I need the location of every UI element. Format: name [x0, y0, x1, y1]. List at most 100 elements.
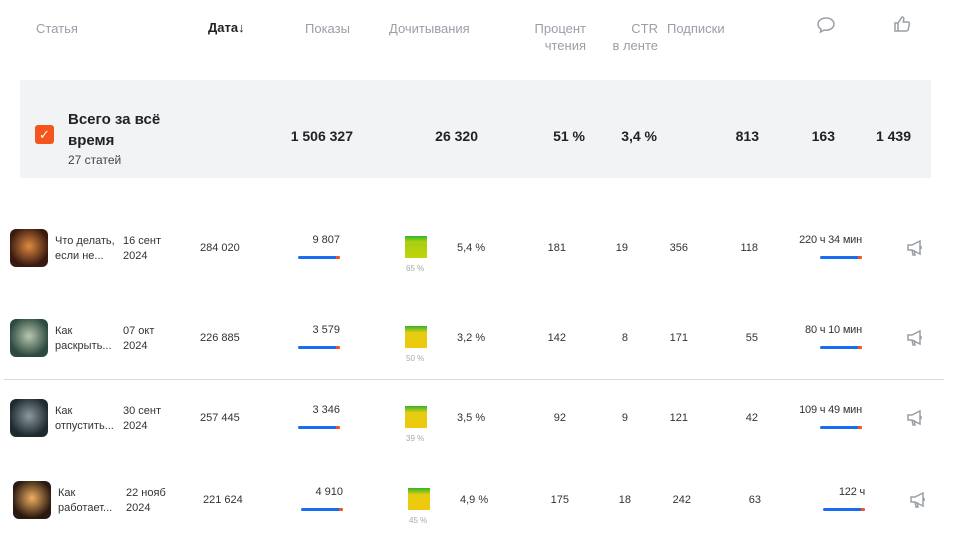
metric-3: 242	[672, 494, 691, 506]
metric-3: 171	[669, 332, 688, 344]
table-row[interactable]: Как работает... 22 нояб 2024 221 624 4 910 45 …	[0, 470, 980, 530]
article-title[interactable]: Как работает...	[58, 486, 112, 516]
total-read-pct: 51 %	[553, 128, 585, 144]
metric-2: 9	[621, 412, 628, 424]
metric-3: 356	[669, 242, 688, 254]
article-date: 16 сент 2024	[123, 234, 161, 264]
total-comments: 163	[811, 128, 835, 144]
total-title-l1: Всего за всё	[68, 111, 161, 128]
article-title-l1: Что делать,	[55, 235, 115, 247]
col-subs[interactable]: Подписки	[667, 21, 725, 36]
impressions: 284 020	[200, 242, 240, 254]
table-row[interactable]: Как отпустить... 30 сент 2024 257 445 3 346 39…	[0, 388, 980, 448]
article-date-l1: 22 нояб	[126, 487, 166, 499]
total-summary	[20, 80, 931, 178]
metric-4: 42	[745, 412, 758, 424]
col-ctr[interactable]: CTR в ленте	[600, 20, 658, 54]
article-date-l1: 16 сент	[123, 235, 162, 247]
article-title-l2: если не...	[55, 250, 104, 262]
article-title-l1: Как	[58, 487, 76, 499]
article-title-l2: работает...	[58, 502, 113, 514]
comment-icon[interactable]	[816, 16, 836, 34]
article-date: 30 сент 2024	[123, 404, 161, 434]
read-time: 80 ч 10 мин	[805, 324, 862, 336]
col-read-pct-l2: чтения	[544, 38, 586, 53]
article-date-l2: 2024	[123, 250, 148, 262]
read-pct-indicator	[405, 406, 427, 428]
views: 3 346	[312, 404, 340, 416]
table-row[interactable]: Что делать, если не... 16 сент 2024 284 020 9…	[0, 218, 980, 278]
col-read-pct[interactable]: Процент чтения	[520, 20, 586, 54]
ctr: 3,2 %	[457, 332, 486, 344]
article-title-l1: Как	[55, 325, 73, 337]
total-title-l2: время	[68, 132, 115, 149]
article-date: 07 окт 2024	[123, 324, 154, 354]
views-bar	[298, 256, 340, 259]
views-bar	[298, 346, 340, 349]
table-row[interactable]: Как раскрыть... 07 окт 2024 226 885 3 579 50 %…	[0, 308, 980, 368]
article-title-l1: Как	[55, 405, 73, 417]
metric-1: 175	[550, 494, 569, 506]
ctr: 4,9 %	[460, 494, 489, 506]
article-title[interactable]: Как отпустить...	[55, 404, 114, 434]
col-date-label: Дата	[208, 20, 239, 35]
read-pct-indicator	[408, 488, 430, 510]
megaphone-icon[interactable]	[906, 410, 924, 426]
views: 9 807	[312, 234, 340, 246]
total-subs: 813	[735, 128, 759, 144]
impressions: 226 885	[200, 332, 240, 344]
total-title: Всего за всё время	[68, 109, 160, 151]
metric-2: 8	[621, 332, 628, 344]
metric-1: 92	[553, 412, 566, 424]
megaphone-icon[interactable]	[906, 330, 924, 346]
metric-4: 63	[748, 494, 761, 506]
metric-4: 118	[740, 242, 758, 254]
metric-1: 142	[547, 332, 566, 344]
metric-2: 19	[615, 242, 628, 254]
sort-arrow-icon: ↓	[238, 20, 245, 35]
col-views[interactable]: Показы	[305, 21, 350, 36]
total-likes: 1 439	[875, 128, 911, 144]
impressions: 257 445	[200, 412, 240, 424]
read-pct-label: 39 %	[406, 434, 425, 443]
megaphone-icon[interactable]	[909, 492, 927, 508]
read-time-bar	[820, 346, 862, 349]
read-pct-label: 45 %	[409, 516, 428, 525]
read-pct-label: 65 %	[406, 264, 425, 273]
article-title[interactable]: Как раскрыть...	[55, 324, 112, 354]
total-readthroughs: 26 320	[435, 128, 478, 144]
select-all-checkbox[interactable]: ✓	[35, 125, 54, 144]
article-title-l2: раскрыть...	[55, 340, 112, 352]
views: 3 579	[312, 324, 340, 336]
col-date[interactable]: Дата↓	[208, 20, 245, 35]
col-ctr-l2: в ленте	[612, 38, 658, 53]
read-time: 220 ч 34 мин	[799, 234, 862, 246]
like-icon[interactable]	[893, 15, 911, 33]
article-date-l2: 2024	[123, 340, 148, 352]
metric-1: 181	[547, 242, 566, 254]
article-date-l2: 2024	[126, 502, 151, 514]
article-title[interactable]: Что делать, если не...	[55, 234, 115, 264]
total-ctr: 3,4 %	[621, 128, 657, 144]
article-date: 22 нояб 2024	[126, 486, 166, 516]
col-article[interactable]: Статья	[36, 21, 78, 36]
metric-2: 18	[618, 494, 631, 506]
article-thumbnail[interactable]	[10, 319, 48, 357]
article-title-l2: отпустить...	[55, 420, 114, 432]
read-pct-label: 50 %	[406, 354, 425, 363]
ctr: 3,5 %	[457, 412, 486, 424]
total-views: 1 506 327	[290, 128, 353, 144]
col-readthroughs[interactable]: Дочитывания	[389, 21, 470, 36]
article-thumbnail[interactable]	[10, 399, 48, 437]
views-bar	[298, 426, 340, 429]
read-time: 109 ч 49 мин	[799, 404, 862, 416]
read-time: 122 ч	[838, 486, 865, 498]
article-thumbnail[interactable]	[10, 229, 48, 267]
megaphone-icon[interactable]	[906, 240, 924, 256]
views: 4 910	[315, 486, 343, 498]
read-time-bar	[823, 508, 865, 511]
read-pct-indicator	[405, 236, 427, 258]
metric-4: 55	[745, 332, 758, 344]
row-divider	[4, 379, 944, 380]
article-thumbnail[interactable]	[13, 481, 51, 519]
